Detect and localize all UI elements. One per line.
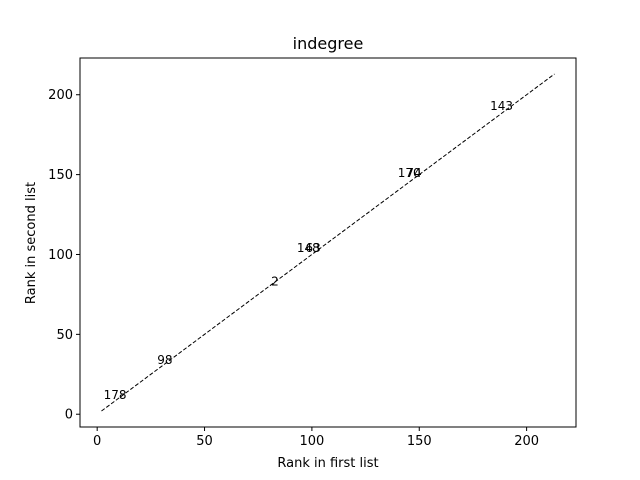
y-tick-label: 100 xyxy=(48,248,73,263)
point-label: 170 xyxy=(398,166,421,180)
x-tick-label: 50 xyxy=(196,434,213,449)
reference-line-group xyxy=(101,73,555,412)
point-label: 2 xyxy=(271,275,279,289)
point-label: 63 xyxy=(305,241,320,255)
y-axis-label: Rank in second list xyxy=(24,182,39,304)
point-label: 98 xyxy=(157,353,172,367)
point-label: 74 xyxy=(406,166,421,180)
point-label: 178 xyxy=(104,388,127,402)
reference-line xyxy=(101,73,555,412)
plot-area-frame xyxy=(79,57,577,428)
y-tick-label: 50 xyxy=(56,328,73,343)
chart-title: indegree xyxy=(293,34,364,53)
y-tick-label: 0 xyxy=(65,408,73,423)
x-tick-label: 0 xyxy=(93,434,101,449)
x-tick-label: 200 xyxy=(514,434,539,449)
y-tick-label: 150 xyxy=(48,168,73,183)
point-label: 148 xyxy=(297,241,320,255)
x-axis-label: Rank in first list xyxy=(277,456,378,471)
x-axis-ticks: 0 50 100 150 200 xyxy=(93,427,539,449)
point-label: 143 xyxy=(490,99,513,113)
y-tick-label: 200 xyxy=(48,88,73,103)
y-axis-ticks: 0 50 100 150 200 xyxy=(48,88,80,423)
x-tick-label: 150 xyxy=(407,434,432,449)
x-tick-label: 100 xyxy=(299,434,324,449)
